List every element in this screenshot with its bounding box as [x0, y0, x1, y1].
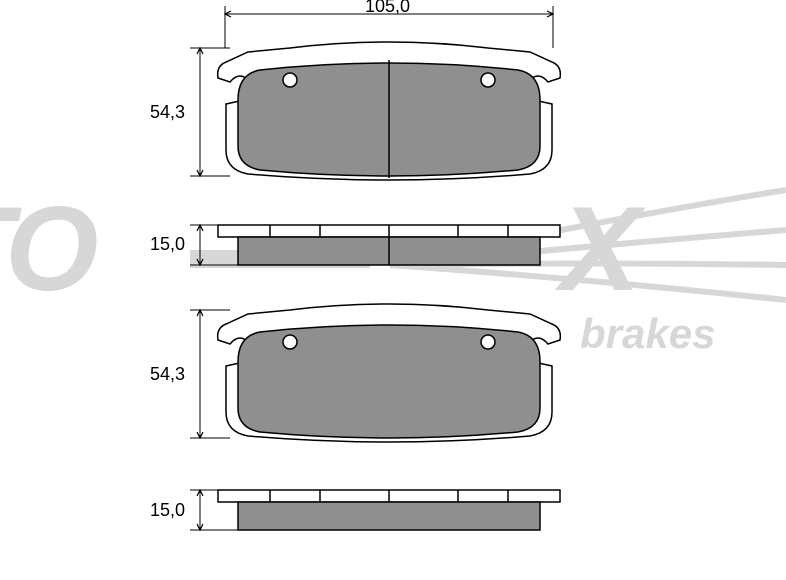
bottom-pad-face	[218, 304, 561, 442]
top-pad-face	[218, 42, 561, 180]
brake-pad-drawing	[0, 0, 786, 580]
side-view-1	[218, 225, 560, 265]
side-view-2	[218, 490, 560, 530]
